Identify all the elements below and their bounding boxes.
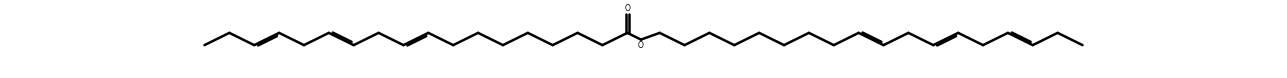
- Text: O: O: [638, 40, 644, 50]
- Text: O: O: [624, 4, 631, 13]
